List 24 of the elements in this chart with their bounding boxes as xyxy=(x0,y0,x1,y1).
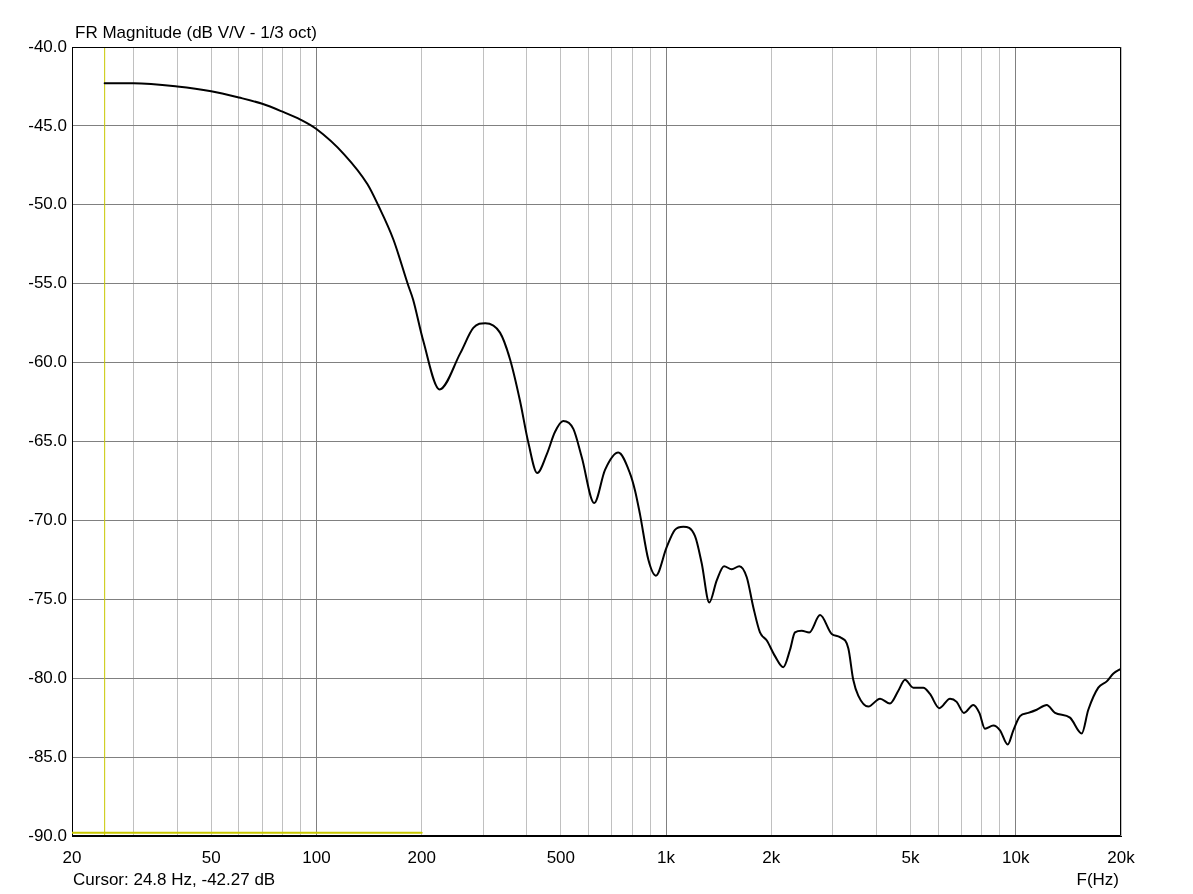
y-tick-label: -75.0 xyxy=(28,588,67,608)
x-tick-label: 500 xyxy=(546,847,575,867)
y-tick-label: -80.0 xyxy=(28,667,67,687)
x-tick-label: 20 xyxy=(62,847,82,867)
y-tick-label: -50.0 xyxy=(28,194,67,214)
y-tick-label: -90.0 xyxy=(28,825,67,845)
x-tick-label: 200 xyxy=(407,847,436,867)
y-tick-label: -55.0 xyxy=(28,273,67,293)
x-tick-label: 20k xyxy=(1107,847,1136,867)
x-tick-label: 5k xyxy=(901,847,920,867)
y-tick-label: -65.0 xyxy=(28,431,67,451)
chart-title: FR Magnitude (dB V/V - 1/3 oct) xyxy=(75,22,317,42)
x-tick-label: 1k xyxy=(657,847,676,867)
y-tick-label: -60.0 xyxy=(28,352,67,372)
y-tick-label: -85.0 xyxy=(28,746,67,766)
x-tick-label: 2k xyxy=(762,847,781,867)
y-tick-label: -70.0 xyxy=(28,510,67,530)
y-tick-label: -40.0 xyxy=(28,36,67,56)
x-tick-label: 50 xyxy=(201,847,221,867)
y-tick-label: -45.0 xyxy=(28,115,67,135)
x-axis-title: F(Hz) xyxy=(1076,869,1119,889)
x-tick-label: 10k xyxy=(1002,847,1030,867)
text: Cursor: 24.8 Hz, -42.27 dB xyxy=(73,869,276,889)
x-tick-label: 100 xyxy=(302,847,331,867)
